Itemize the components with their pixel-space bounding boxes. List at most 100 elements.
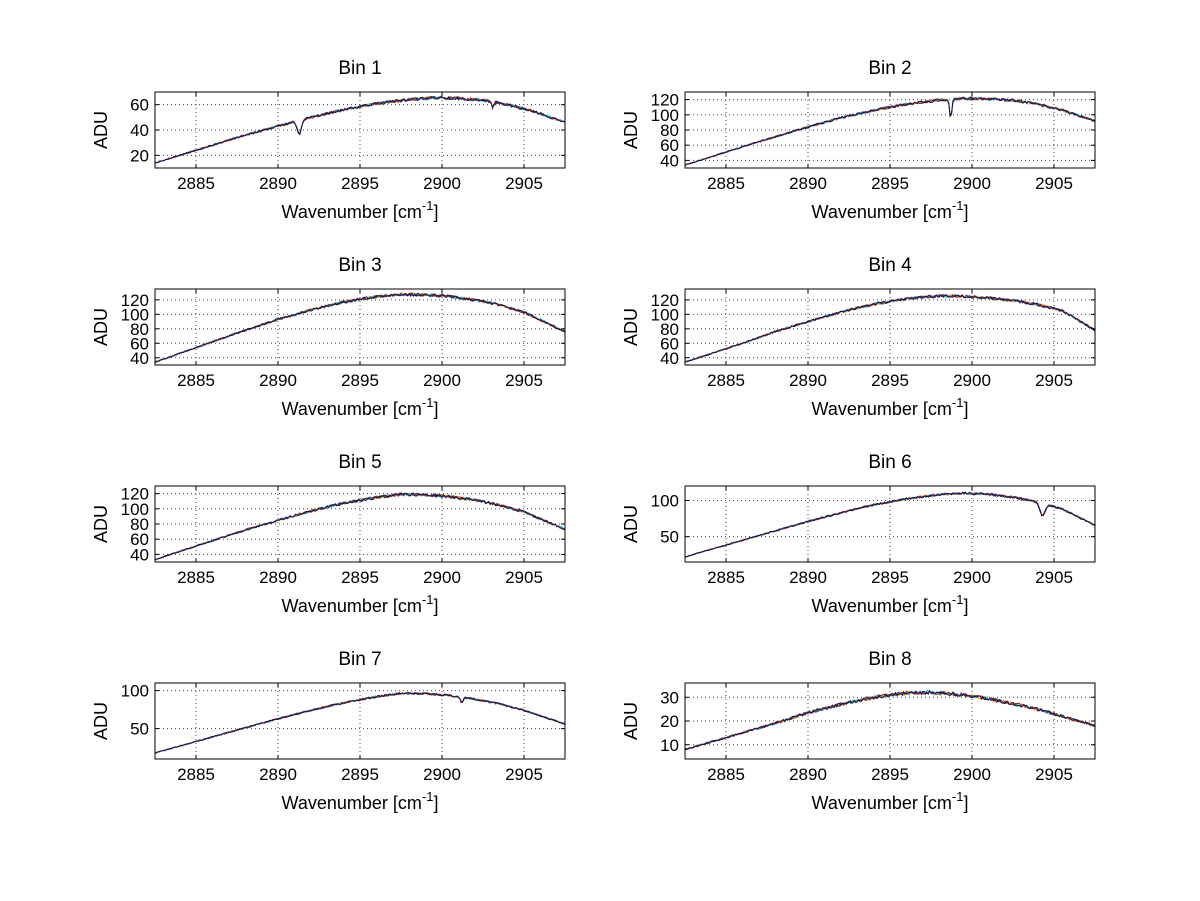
y-tick-label: 100 [121,682,149,701]
subplot-title: Bin 4 [868,257,912,276]
y-axis-label: ADU [91,308,111,346]
x-tick-label: 2895 [341,765,379,784]
subplot-bin-1: 20 40 60 2885 2890 2895 2900 2905 Bin 1 ADU Wav… [75,60,595,257]
x-tick-label: 2890 [789,371,827,390]
x-tick-label: 2900 [423,765,461,784]
y-axis-label: ADU [91,505,111,543]
y-tick-label: 40 [130,121,149,140]
subplot-bin-5: 40 60 80 100 120 2885 2890 2895 2900 2905 Bin 5 A… [75,454,595,651]
y-tick-label: 100 [651,106,679,125]
x-axis-label: Wavenumber [cm-1] [812,789,969,813]
y-tick-label: 60 [660,136,679,155]
y-axis-label: ADU [621,111,641,149]
x-tick-label: 2885 [177,765,215,784]
plot-bin-8: 10 20 30 2885 2890 2895 2900 2905 Bin 8 ADU Wav… [621,651,1096,813]
x-tick-label: 2900 [953,371,991,390]
spectrum-trace [154,292,566,363]
x-tick-label: 2905 [505,371,543,390]
y-tick-label: 40 [130,349,149,368]
x-tick-label: 2885 [177,371,215,390]
subplot-bin-4: 40 60 80 100 120 2885 2890 2895 2900 2905 Bin 4 A… [605,257,1125,454]
y-tick-label: 100 [121,305,149,324]
y-tick-label: 60 [660,334,679,353]
y-tick-label: 60 [130,334,149,353]
subplot-title: Bin 2 [868,60,911,79]
spectrum-trace [684,293,1096,363]
y-tick-label: 30 [660,688,679,707]
y-tick-label: 120 [121,291,149,310]
x-tick-label: 2890 [789,568,827,587]
x-tick-label: 2900 [953,174,991,193]
spectrum-trace [154,292,566,363]
y-tick-label: 100 [121,500,149,519]
subplot-bin-6: 50 100 2885 2890 2895 2900 2905 Bin 6 ADU Wave… [605,454,1125,651]
x-tick-label: 2885 [707,765,745,784]
x-tick-label: 2900 [423,371,461,390]
y-tick-label: 80 [660,320,679,339]
y-tick-label: 20 [130,146,149,165]
subplot-title: Bin 7 [338,651,381,670]
x-axis-label: Wavenumber [cm-1] [282,789,439,813]
x-tick-label: 2890 [789,765,827,784]
subplot-bin-7: 50 100 2885 2890 2895 2900 2905 Bin 7 ADU Wave… [75,651,595,848]
x-tick-label: 2895 [341,568,379,587]
x-tick-label: 2890 [259,568,297,587]
y-axis-label: ADU [621,505,641,543]
x-tick-label: 2900 [953,568,991,587]
plot-bin-6: 50 100 2885 2890 2895 2900 2905 Bin 6 ADU Wave… [621,454,1096,616]
x-axis-label: Wavenumber [cm-1] [282,592,439,616]
subplot-title: Bin 3 [338,257,381,276]
x-tick-label: 2900 [423,174,461,193]
x-tick-label: 2895 [871,765,909,784]
x-tick-label: 2905 [1035,174,1073,193]
x-axis-label: Wavenumber [cm-1] [812,198,969,222]
subplot-bin-2: 40 60 80 100 120 2885 2890 2895 2900 2905 Bin 2 A… [605,60,1125,257]
subplot-title: Bin 8 [868,651,911,670]
spectrum-trace [684,689,1096,751]
y-tick-label: 120 [651,91,679,110]
spectrum-trace [154,292,566,363]
x-tick-label: 2905 [505,765,543,784]
spectrum-trace [684,96,1096,166]
x-axis-label: Wavenumber [cm-1] [282,198,439,222]
x-tick-label: 2895 [871,174,909,193]
x-axis-label: Wavenumber [cm-1] [812,395,969,419]
y-axis-label: ADU [91,111,111,149]
y-axis-label: ADU [621,308,641,346]
y-axis-label: ADU [621,702,641,740]
x-tick-label: 2905 [505,568,543,587]
x-tick-label: 2885 [707,174,745,193]
x-axis-label: Wavenumber [cm-1] [282,395,439,419]
x-tick-label: 2890 [789,174,827,193]
y-tick-label: 100 [651,491,679,510]
x-tick-label: 2885 [707,371,745,390]
x-tick-label: 2895 [871,568,909,587]
y-tick-label: 20 [660,712,679,731]
spectrum-trace [684,293,1096,363]
plot-bin-7: 50 100 2885 2890 2895 2900 2905 Bin 7 ADU Wave… [91,651,566,813]
x-tick-label: 2905 [505,174,543,193]
y-tick-label: 10 [660,736,679,755]
spectrum-trace [154,691,566,754]
plot-bin-1: 20 40 60 2885 2890 2895 2900 2905 Bin 1 ADU Wav… [91,60,566,222]
x-tick-label: 2890 [259,174,297,193]
spectrum-trace [154,492,566,561]
y-tick-label: 40 [130,545,149,564]
x-tick-label: 2905 [1035,568,1073,587]
spectrum-trace [154,292,566,363]
x-tick-label: 2885 [707,568,745,587]
subplot-bin-3: 40 60 80 100 120 2885 2890 2895 2900 2905 Bin 3 A… [75,257,595,454]
x-tick-label: 2905 [1035,371,1073,390]
x-tick-label: 2900 [953,765,991,784]
y-tick-label: 120 [651,291,679,310]
x-tick-label: 2885 [177,174,215,193]
x-axis-label: Wavenumber [cm-1] [812,592,969,616]
y-tick-label: 50 [660,528,679,547]
spectrum-trace [684,690,1096,751]
subplot-title: Bin 6 [868,454,911,473]
x-tick-label: 2890 [259,371,297,390]
